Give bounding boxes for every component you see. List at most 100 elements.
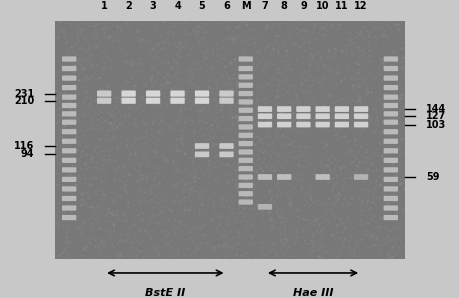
Point	[180, 91, 188, 96]
Point	[247, 28, 254, 32]
FancyBboxPatch shape	[121, 98, 135, 104]
Point	[363, 90, 370, 94]
Point	[207, 141, 215, 146]
Point	[380, 141, 387, 146]
Point	[309, 21, 316, 25]
Point	[392, 225, 400, 230]
Point	[213, 153, 220, 157]
Point	[267, 26, 274, 31]
Point	[263, 143, 271, 148]
Point	[232, 43, 240, 48]
FancyBboxPatch shape	[238, 199, 252, 205]
Point	[353, 99, 360, 104]
Point	[381, 214, 388, 219]
Point	[336, 70, 343, 75]
Point	[345, 35, 353, 40]
Point	[324, 47, 331, 52]
Point	[174, 44, 181, 49]
Point	[302, 27, 310, 32]
Point	[266, 142, 274, 147]
FancyBboxPatch shape	[238, 66, 252, 71]
Point	[232, 36, 240, 41]
Point	[396, 163, 403, 168]
Point	[209, 177, 217, 182]
Point	[66, 190, 73, 195]
Point	[328, 153, 336, 157]
Point	[72, 57, 79, 62]
Point	[174, 51, 181, 55]
Point	[258, 141, 266, 145]
Point	[58, 200, 66, 205]
Point	[354, 61, 362, 66]
Point	[201, 112, 208, 117]
Point	[240, 124, 247, 128]
Point	[249, 59, 256, 63]
Point	[330, 156, 337, 161]
Point	[241, 179, 248, 184]
Point	[267, 51, 274, 55]
FancyBboxPatch shape	[276, 122, 291, 128]
Point	[269, 226, 276, 230]
Point	[383, 19, 391, 24]
Point	[290, 83, 297, 87]
Point	[259, 240, 266, 245]
Point	[52, 96, 59, 100]
Point	[128, 74, 135, 78]
Point	[187, 199, 194, 204]
Point	[265, 134, 272, 138]
Point	[265, 226, 273, 230]
Point	[192, 108, 200, 113]
Point	[246, 96, 253, 101]
Point	[375, 215, 382, 220]
Point	[217, 94, 224, 99]
Point	[56, 157, 64, 162]
Point	[113, 146, 120, 151]
Point	[239, 162, 246, 167]
Point	[304, 29, 312, 33]
Point	[77, 165, 84, 170]
Point	[129, 223, 136, 227]
FancyBboxPatch shape	[334, 106, 348, 112]
Point	[254, 49, 262, 54]
Point	[382, 102, 389, 107]
Point	[170, 250, 177, 255]
Point	[354, 67, 362, 72]
Point	[195, 191, 202, 196]
Point	[160, 90, 167, 94]
Point	[275, 226, 282, 231]
Point	[138, 217, 145, 222]
Point	[63, 228, 70, 233]
Point	[283, 249, 290, 254]
Point	[79, 220, 87, 225]
Point	[297, 27, 304, 32]
Point	[185, 50, 192, 55]
Point	[369, 161, 376, 165]
Point	[134, 60, 142, 65]
FancyBboxPatch shape	[238, 191, 252, 196]
Point	[175, 96, 183, 101]
FancyBboxPatch shape	[62, 177, 76, 182]
Point	[158, 119, 166, 124]
Point	[241, 21, 249, 26]
Point	[353, 45, 361, 50]
Point	[220, 49, 228, 53]
Point	[75, 140, 82, 145]
Point	[371, 195, 379, 199]
Point	[147, 85, 155, 90]
Point	[254, 161, 262, 166]
Point	[132, 238, 139, 242]
Point	[316, 80, 323, 85]
Point	[259, 70, 266, 75]
Point	[309, 243, 316, 248]
Point	[289, 138, 296, 143]
Point	[69, 135, 77, 140]
FancyBboxPatch shape	[62, 158, 76, 163]
Point	[294, 207, 301, 211]
Point	[124, 201, 132, 206]
Point	[223, 162, 230, 167]
Point	[301, 217, 308, 221]
Point	[254, 98, 262, 103]
Point	[202, 50, 209, 55]
Point	[363, 154, 370, 159]
Point	[64, 169, 72, 174]
